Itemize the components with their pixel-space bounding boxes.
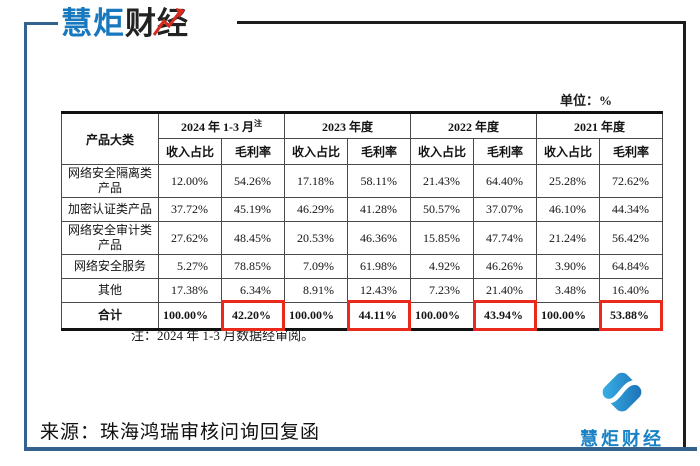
row-category: 其他 [61,278,159,303]
cell-value: 8.91% [284,278,348,303]
column-header-period-2023: 2023 年度 [283,112,412,139]
frame-top-line [237,21,686,24]
cell-value: 64.84% [599,254,664,279]
cell-value: 21.24% [536,221,601,255]
cell-value: 3.48% [536,278,601,303]
cell-value: 100.00% [158,302,222,331]
cell-value: 37.07% [473,197,538,222]
frame-bottom-line [24,447,697,451]
cell-value: 46.26% [473,254,538,279]
cell-value: 7.23% [410,278,475,303]
cell-value: 78.85% [221,254,285,279]
cell-value: 3.90% [536,254,601,279]
subheader-gross-margin: 毛利率 [473,138,538,165]
cell-value: 46.29% [284,197,348,222]
column-header-period-2021: 2021 年度 [536,112,664,139]
cell-value: 50.57% [410,197,475,222]
cell-value: 58.11% [346,164,412,198]
cell-value: 6.34% [221,278,285,303]
cell-value: 44.34% [599,197,664,222]
cell-value: 47.74% [473,221,538,255]
cell-value-highlighted: 42.20% [221,300,286,332]
total-label: 合计 [61,302,159,331]
column-header-period-2022: 2022 年度 [410,112,538,139]
cell-value: 100.00% [284,302,348,331]
subheader-revenue-share: 收入占比 [536,138,601,165]
cell-value: 56.42% [599,221,664,255]
cell-value: 7.09% [284,254,348,279]
subheader-gross-margin: 毛利率 [346,138,412,165]
cell-value: 48.45% [221,221,285,255]
table-row: 其他 17.38% 6.34% 8.91% 12.43% 7.23% 21.40… [61,278,664,303]
row-category: 加密认证类产品 [61,197,159,222]
cell-value: 61.98% [346,254,412,279]
table-row: 网络安全审计类产品 27.62% 48.45% 20.53% 46.36% 15… [61,221,664,255]
cell-value: 45.19% [221,197,285,222]
footer-brand-logo-text: 慧炬财经 [580,429,664,449]
table-header-row-periods: 产品大类 2024 年 1-3 月注 2023 年度 2022 年度 2021 … [61,112,664,165]
subheader-revenue-share: 收入占比 [158,138,222,165]
cell-value: 17.18% [284,164,348,198]
cell-value: 12.43% [346,278,412,303]
subheader-gross-margin: 毛利率 [221,138,285,165]
column-header-period-2024: 2024 年 1-3 月注 [158,112,285,139]
source-line: 来源：珠海鸿瑞审核问询回复函 [40,422,321,443]
table-row: 网络安全服务 5.27% 78.85% 7.09% 61.98% 4.92% 4… [61,254,664,279]
column-header-category: 产品大类 [61,112,159,165]
table-total-row: 合计 100.00% 42.20% 100.00% 44.11% 100.00%… [61,300,664,332]
subheader-revenue-share: 收入占比 [410,138,475,165]
table-row: 加密认证类产品 37.72% 45.19% 46.29% 41.28% 50.5… [61,197,664,222]
unit-label: 单位：% [560,93,613,108]
cell-value: 12.00% [158,164,222,198]
frame-right-line [683,21,686,449]
cell-value: 64.40% [473,164,538,198]
cell-value: 17.38% [158,278,222,303]
brand-mark-icon [601,372,643,412]
table-footnote: 注：2024 年 1-3 月数据经审阅。 [131,328,315,343]
subheader-revenue-share: 收入占比 [284,138,348,165]
cell-value: 5.27% [158,254,222,279]
cell-value: 21.43% [410,164,475,198]
cell-value: 20.53% [284,221,348,255]
gross-margin-table: 产品大类 2024 年 1-3 月注 2023 年度 2022 年度 2021 … [61,111,664,332]
row-category: 网络安全服务 [61,254,159,279]
table-row: 网络安全隔离类产品 12.00% 54.26% 17.18% 58.11% 21… [61,164,664,198]
cell-value-highlighted: 44.11% [346,300,412,332]
row-category: 网络安全审计类产品 [61,221,159,255]
cell-value: 16.40% [599,278,664,303]
brand-logo-text-primary: 慧炬 [61,6,125,41]
cell-value: 72.62% [599,164,664,198]
footer-brand-logo: 慧炬财经 [572,371,672,451]
cell-value: 41.28% [346,197,412,222]
table-header-row-metrics: 收入占比 毛利率 收入占比 毛利率 收入占比 毛利率 收入占比 毛利率 [62,138,664,165]
cell-value: 25.28% [536,164,601,198]
cell-value: 15.85% [410,221,475,255]
cell-value: 54.26% [221,164,285,198]
row-category: 网络安全隔离类产品 [61,164,159,198]
cell-value-highlighted: 53.88% [599,300,664,332]
cell-value: 27.62% [158,221,222,255]
subheader-gross-margin: 毛利率 [599,138,664,165]
cell-value-highlighted: 43.94% [473,300,538,332]
cell-value: 21.40% [473,278,538,303]
period-note-superscript: 注 [254,118,262,128]
cell-value: 37.72% [158,197,222,222]
cell-value: 46.36% [346,221,412,255]
cell-value: 100.00% [536,302,601,331]
cell-value: 100.00% [410,302,475,331]
frame-left-line [24,22,27,449]
cell-value: 4.92% [410,254,475,279]
stock-arrow-icon [152,8,185,36]
period-label: 2024 年 1-3 月 [181,119,254,134]
cell-value: 46.10% [536,197,601,222]
frame-top-blue-segment [24,22,58,25]
